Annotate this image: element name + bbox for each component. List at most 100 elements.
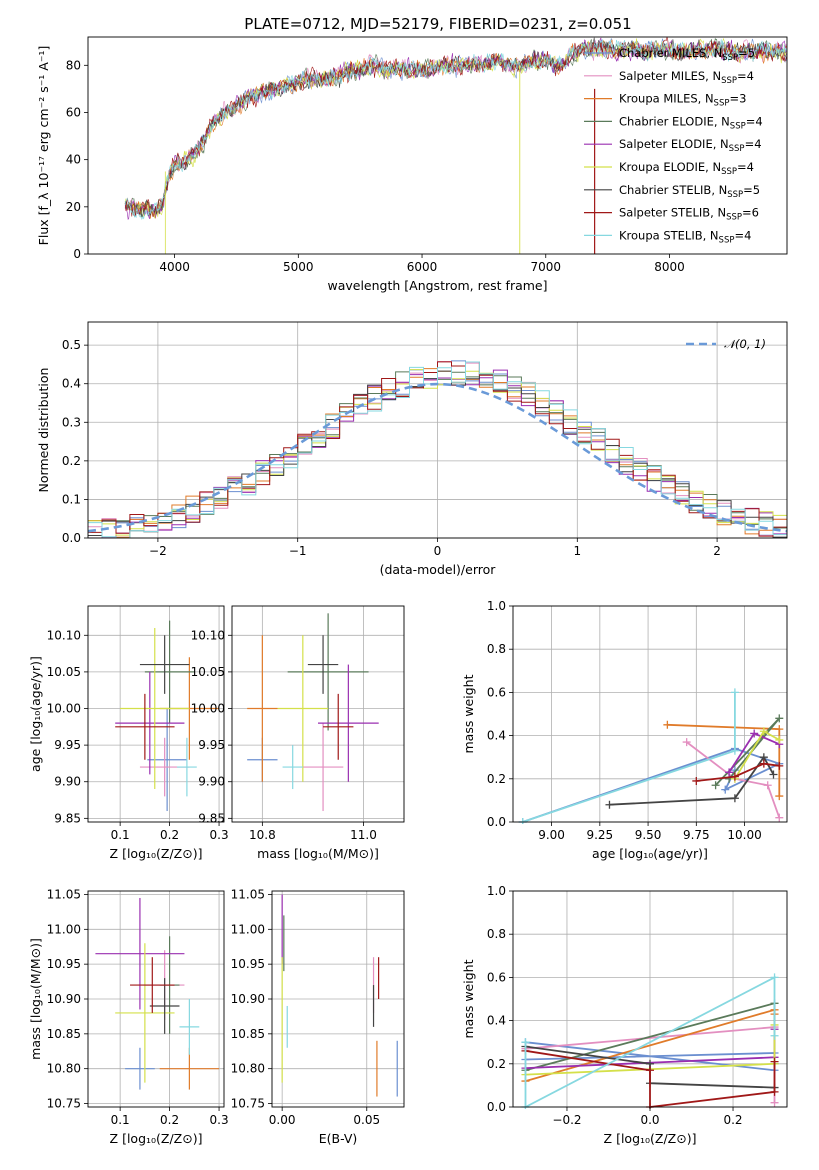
age-weight-frame (512, 605, 788, 823)
age-weight-xtick-label: 9.25 (586, 828, 613, 842)
ebv-mass-ytick-label: 10.90 (231, 992, 265, 1006)
mass-age-grid (232, 606, 404, 822)
spectrum-xtick-label: 7000 (530, 260, 561, 274)
age-weight-ytick-label: 1.0 (487, 599, 506, 613)
legend-label-kroupa-elodie: Kroupa ELODIE, NSSP=4 (619, 160, 754, 177)
age-weight-xtick-label: 10.00 (727, 828, 761, 842)
residuals-ytick-label: 0.5 (62, 338, 81, 352)
residuals-xtick-label: 1 (573, 544, 581, 558)
ebv-mass-ytick-label: 10.85 (231, 1027, 265, 1041)
ebv-mass-ytick-label: 10.75 (231, 1097, 265, 1111)
spectrum-ylabel: Flux [f_λ 10⁻¹⁷ erg cm⁻² s⁻¹ A⁻¹] (36, 46, 51, 246)
age-weight-marker-salpeter-stelib (759, 759, 768, 768)
z-age-frame (87, 605, 225, 823)
z-mass-ytick-label: 11.00 (47, 922, 81, 936)
spectrum-xtick-label: 6000 (407, 260, 438, 274)
spectrum-plot-area (124, 37, 787, 254)
z-weight-marker-salpeter-stelib (646, 1066, 654, 1075)
z-age-panel: 0.1 0.2 0.3 9.85 9.90 9.95 10.00 10.05 10.10 Z [l… (28, 605, 229, 861)
z-mass-xlabel: Z [log₁₀(Z/Z⊙)] (110, 1131, 203, 1146)
age-weight-line-kroupa-stelib (522, 692, 736, 823)
z-weight-marker-kroupa-stelib (770, 1031, 779, 1040)
age-weight-ytick-label: 0.0 (487, 815, 506, 829)
age-weight-marker-chabrier-elodie (775, 714, 784, 723)
age-weight-marker-kroupa-miles (775, 725, 784, 734)
ebv-mass-ytick-label: 11.05 (231, 887, 265, 901)
age-weight-marker-salpeter-stelib (730, 772, 739, 781)
age-weight-ylabel: mass weight (461, 674, 476, 753)
z-mass-ytick-label: 10.75 (47, 1097, 81, 1111)
z-weight-xtick-label: 0.2 (723, 1113, 742, 1127)
z-age-ytick-label: 10.05 (47, 665, 81, 679)
z-weight-ytick-label: 1.0 (487, 884, 506, 898)
spectrum-ytick-label: 80 (66, 58, 81, 72)
z-weight-ytick-label: 0.6 (487, 970, 506, 984)
age-weight-marker-kroupa-stelib (730, 688, 739, 697)
age-weight-xtick-label: 9.50 (635, 828, 662, 842)
age-weight-marker-chabrier-miles (721, 785, 730, 794)
z-age-ytick-label: 9.90 (54, 775, 81, 789)
z-mass-xtick-label: 0.3 (210, 1113, 229, 1127)
age-weight-panel: 9.00 9.25 9.50 9.75 10.00 0.0 0.2 0.4 0.6 0.8 1.0 a… (461, 599, 788, 861)
z-weight-frame (512, 890, 788, 1108)
age-weight-ytick-label: 0.4 (487, 729, 506, 743)
spectrum-ytick-label: 20 (66, 200, 81, 214)
z-weight-marker-kroupa-stelib (770, 973, 779, 982)
residuals-xtick-label: −2 (149, 544, 167, 558)
z-weight-ytick-label: 0.0 (487, 1100, 506, 1114)
age-weight-marker-kroupa-elodie (775, 735, 784, 744)
residuals-legend-label: 𝒩(0, 1) (724, 337, 766, 351)
age-weight-marker-salpeter-elodie (725, 768, 734, 777)
residuals-xtick-label: 0 (434, 544, 442, 558)
mass-age-plot-area (247, 613, 379, 812)
z-age-plot-area (115, 620, 220, 812)
z-age-ytick-label: 10.10 (47, 628, 81, 642)
z-weight-plot-area (521, 973, 779, 1109)
z-weight-xtick-label: −0.2 (552, 1113, 581, 1127)
ebv-mass-xlabel: E(B-V) (319, 1131, 358, 1146)
z-age-xtick-label: 0.3 (210, 828, 229, 842)
z-weight-ytick-label: 0.2 (487, 1057, 506, 1071)
z-mass-xtick-label: 0.2 (160, 1113, 179, 1127)
spectrum-ytick-label: 40 (66, 153, 81, 167)
age-weight-marker-chabrier-stelib (605, 800, 614, 809)
ebv-mass-xtick-label: 0.05 (353, 1113, 380, 1127)
legend-label-salpeter-stelib: Salpeter STELIB, NSSP=6 (619, 206, 759, 223)
age-weight-marker-kroupa-miles (775, 792, 784, 801)
z-weight-ytick-label: 0.4 (487, 1014, 506, 1028)
ebv-mass-grid (272, 891, 404, 1107)
mass-age-ytick-label: 9.95 (198, 738, 225, 752)
residuals-xtick-label: −1 (289, 544, 307, 558)
z-weight-marker-salpeter-stelib (770, 1057, 779, 1066)
z-mass-frame (87, 890, 225, 1108)
age-weight-line-chabrier-stelib (609, 755, 775, 806)
spectrum-frame (87, 36, 788, 255)
age-weight-xtick-label: 9.00 (538, 828, 565, 842)
mass-age-ytick-label: 9.90 (198, 775, 225, 789)
z-weight-marker-salpeter-stelib (770, 1087, 779, 1096)
z-weight-xtick-label: 0.0 (640, 1113, 659, 1127)
age-weight-marker-salpeter-stelib (775, 761, 784, 770)
mass-age-xtick-label: 11.0 (350, 828, 377, 842)
residuals-normal-curve (88, 382, 787, 533)
age-weight-marker-salpeter-miles (763, 781, 772, 790)
z-weight-series-group (521, 973, 779, 1109)
z-weight-xlabel: Z [log₁₀(Z/Z⊙)] (604, 1131, 697, 1146)
z-mass-ytick-label: 10.85 (47, 1027, 81, 1041)
legend-label-salpeter-miles: Salpeter MILES, NSSP=4 (619, 69, 754, 86)
spectrum-ytick-label: 60 (66, 105, 81, 119)
z-weight-ylabel: mass weight (461, 959, 476, 1038)
age-weight-marker-kroupa-stelib (730, 746, 739, 755)
mass-age-xtick-label: 10.8 (249, 828, 276, 842)
z-age-xlabel: Z [log₁₀(Z/Z⊙)] (110, 846, 203, 861)
age-weight-xtick-label: 9.75 (683, 828, 710, 842)
z-age-xtick-label: 0.2 (160, 828, 179, 842)
age-weight-marker-chabrier-elodie (711, 781, 720, 790)
residuals-ylabel: Normed distribution (36, 368, 51, 493)
mass-age-xlabel: mass [log₁₀(M/M⊙)] (257, 846, 379, 861)
z-weight-ytick-label: 0.8 (487, 927, 506, 941)
age-weight-xlabel: age [log₁₀(age/yr)] (592, 846, 708, 861)
z-mass-grid (88, 891, 224, 1107)
z-age-ytick-label: 10.00 (47, 702, 81, 716)
